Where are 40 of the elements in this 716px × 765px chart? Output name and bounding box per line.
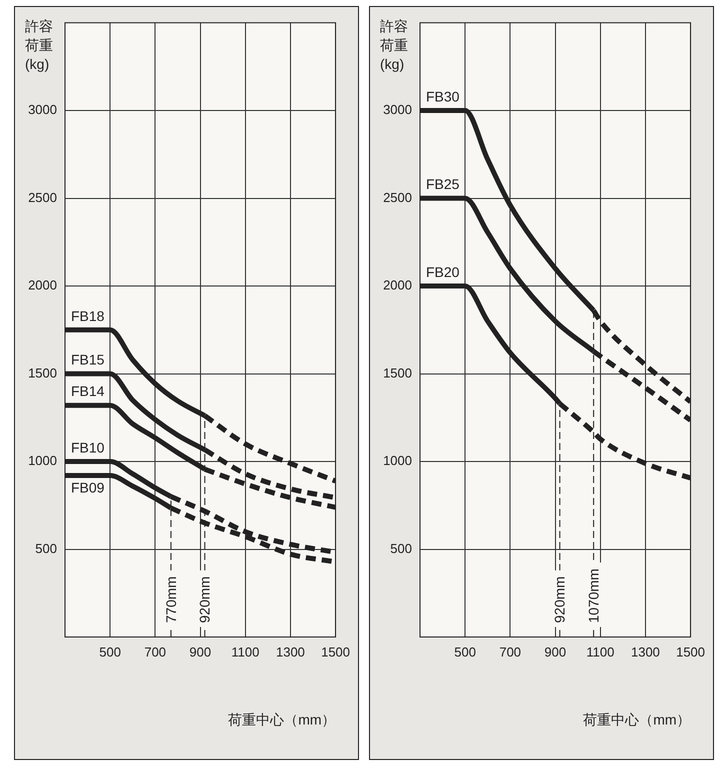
ref-line-label: 920mm (552, 576, 568, 623)
x-tick-label: 1100 (586, 644, 614, 660)
y-tick-label: 3000 (383, 102, 412, 118)
x-tick-label: 500 (454, 644, 476, 660)
y-tick-label: 500 (390, 540, 412, 556)
x-tick-label: 900 (189, 644, 212, 660)
x-tick-label: 1100 (231, 644, 260, 660)
x-tick-label: 500 (99, 644, 121, 660)
x-tick-label: 900 (544, 644, 566, 660)
y-tick-label: 3000 (28, 102, 57, 118)
series-label: FB18 (71, 308, 105, 324)
x-tick-label: 700 (499, 644, 522, 660)
x-tick-label: 1300 (276, 644, 305, 660)
y-tick-label: 500 (35, 540, 57, 556)
y-tick-label: 1000 (383, 453, 412, 468)
ref-line-label: 920mm (196, 576, 213, 623)
y-tick-label: 2000 (383, 278, 412, 293)
y-axis-title: 許容荷重(kg) (25, 17, 54, 74)
x-axis-title: 荷重中心（mm） (583, 711, 691, 728)
series-label: FB09 (71, 479, 105, 496)
x-tick-label: 1500 (321, 644, 350, 660)
y-tick-label: 1500 (28, 365, 57, 380)
ref-line-label: 1070mm (585, 568, 602, 623)
x-tick-label: 1300 (630, 644, 660, 660)
series-label: FB14 (71, 383, 105, 400)
series-label: FB20 (426, 264, 460, 280)
y-tick-label: 2500 (383, 190, 412, 205)
series-label: FB10 (71, 439, 105, 456)
series-label: FB30 (426, 88, 460, 104)
y-axis-title: 許容荷重(kg) (380, 17, 409, 74)
y-tick-label: 2500 (28, 190, 57, 205)
x-tick-label: 1500 (676, 644, 705, 660)
series-label: FB25 (426, 176, 460, 192)
y-tick-label: 2000 (28, 278, 57, 293)
y-tick-label: 1500 (383, 365, 412, 380)
x-tick-label: 700 (144, 644, 166, 660)
series-label: FB15 (71, 352, 105, 368)
ref-line-label: 770mm (162, 576, 179, 623)
y-tick-label: 1000 (28, 453, 57, 468)
x-axis-title: 荷重中心（mm） (228, 711, 336, 728)
